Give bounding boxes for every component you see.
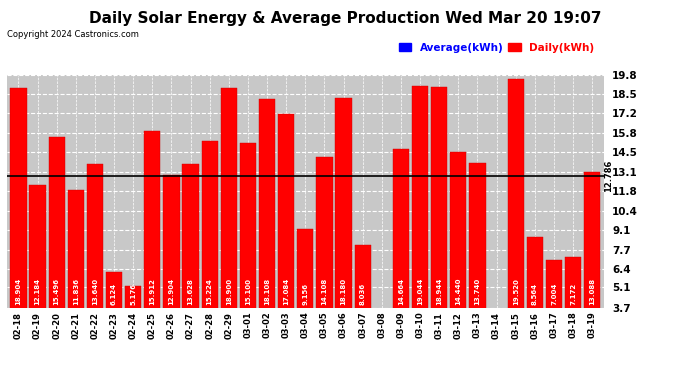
Text: 18.108: 18.108 [264, 278, 270, 305]
Bar [87, 164, 103, 361]
Text: 13.640: 13.640 [92, 278, 98, 305]
Text: 13.740: 13.740 [475, 278, 480, 305]
Text: 14.440: 14.440 [455, 278, 462, 305]
Text: 7.004: 7.004 [551, 283, 557, 305]
Bar [565, 257, 581, 361]
Bar [182, 164, 199, 361]
Bar [451, 152, 466, 361]
Text: 19.520: 19.520 [513, 279, 519, 305]
Text: 12.786: 12.786 [604, 160, 613, 192]
Bar [335, 98, 352, 361]
Bar [412, 86, 428, 361]
Bar [10, 88, 26, 361]
Text: 14.664: 14.664 [398, 278, 404, 305]
Text: 15.100: 15.100 [245, 278, 251, 305]
Text: 18.900: 18.900 [226, 278, 232, 305]
Bar [201, 141, 218, 361]
Bar [164, 175, 179, 361]
Text: 18.944: 18.944 [436, 278, 442, 305]
Bar [259, 99, 275, 361]
Text: 13.088: 13.088 [589, 278, 595, 305]
Bar [526, 237, 543, 361]
Bar [221, 88, 237, 361]
Text: 7.172: 7.172 [570, 283, 576, 305]
Bar [316, 157, 333, 361]
Text: 12.904: 12.904 [168, 278, 175, 305]
Text: Daily Solar Energy & Average Production Wed Mar 20 19:07: Daily Solar Energy & Average Production … [89, 11, 601, 26]
Bar [508, 79, 524, 361]
Text: 6.124: 6.124 [111, 283, 117, 305]
Bar [469, 162, 486, 361]
Bar [144, 131, 160, 361]
Bar [125, 286, 141, 361]
Text: 8.036: 8.036 [359, 283, 366, 305]
Text: Copyright 2024 Castronics.com: Copyright 2024 Castronics.com [7, 30, 139, 39]
Legend: Average(kWh), Daily(kWh): Average(kWh), Daily(kWh) [395, 38, 598, 57]
Bar [393, 149, 409, 361]
Bar [240, 143, 256, 361]
Bar [584, 172, 600, 361]
Text: 14.108: 14.108 [322, 278, 328, 305]
Bar [278, 114, 295, 361]
Text: 17.084: 17.084 [283, 278, 289, 305]
Text: 5.176: 5.176 [130, 284, 136, 305]
Text: 15.224: 15.224 [207, 279, 213, 305]
Text: 19.044: 19.044 [417, 278, 423, 305]
Text: 18.180: 18.180 [341, 278, 346, 305]
Text: 13.628: 13.628 [188, 279, 194, 305]
Text: 15.496: 15.496 [54, 278, 59, 305]
Bar [355, 245, 371, 361]
Text: 15.912: 15.912 [149, 279, 155, 305]
Bar [68, 190, 84, 361]
Bar [48, 137, 65, 361]
Text: 8.564: 8.564 [532, 283, 538, 305]
Bar [431, 87, 447, 361]
Bar [30, 185, 46, 361]
Bar [106, 273, 122, 361]
Bar [297, 229, 313, 361]
Text: 9.156: 9.156 [302, 284, 308, 305]
Text: 18.904: 18.904 [15, 278, 21, 305]
Text: 11.836: 11.836 [72, 278, 79, 305]
Bar [546, 260, 562, 361]
Text: 12.184: 12.184 [34, 278, 41, 305]
